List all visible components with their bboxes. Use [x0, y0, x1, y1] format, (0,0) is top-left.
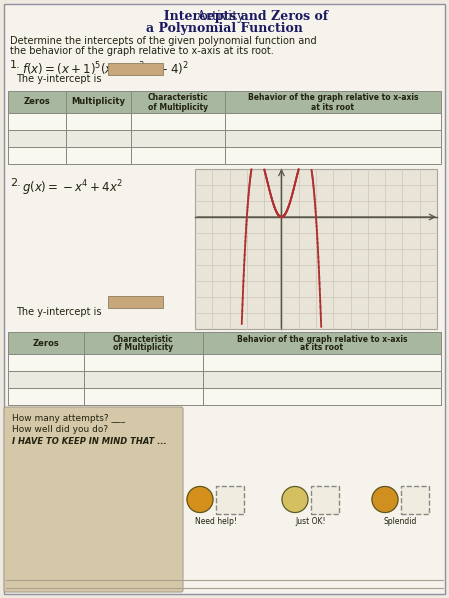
Bar [311, 486, 339, 514]
Bar [66, 130, 131, 147]
Bar [8, 91, 66, 113]
Text: How well did you do?: How well did you do? [12, 425, 108, 434]
Bar [225, 91, 441, 113]
Text: at its root: at its root [300, 343, 343, 352]
Circle shape [372, 487, 398, 512]
Bar [84, 371, 203, 388]
Text: Multiplicity: Multiplicity [71, 97, 126, 106]
FancyBboxPatch shape [4, 407, 183, 592]
Bar [84, 388, 203, 405]
Text: I HAVE TO KEEP IN MIND THAT ...: I HAVE TO KEEP IN MIND THAT ... [12, 437, 167, 446]
Bar [66, 113, 131, 130]
Circle shape [187, 487, 213, 512]
Text: Behavior of the graph relative to x-axis: Behavior of the graph relative to x-axis [248, 93, 418, 102]
Bar [8, 332, 84, 354]
Text: of Multiplicity: of Multiplicity [148, 102, 208, 111]
Bar [225, 130, 441, 147]
Text: a Polynomial Function: a Polynomial Function [146, 22, 303, 35]
Bar [8, 113, 66, 130]
Bar [84, 332, 203, 354]
Text: 2.: 2. [10, 178, 21, 188]
Bar [225, 147, 441, 164]
Text: Behavior of the graph relative to x-axis: Behavior of the graph relative to x-axis [237, 334, 407, 343]
Bar [131, 130, 225, 147]
Text: Need help!: Need help! [194, 517, 237, 526]
Bar [66, 91, 131, 113]
Bar [203, 354, 441, 371]
Text: 1.: 1. [10, 60, 21, 70]
Text: Zeros: Zeros [32, 338, 59, 347]
Bar [203, 332, 441, 354]
Text: The y-intercept is: The y-intercept is [16, 74, 101, 84]
Circle shape [282, 487, 308, 512]
Text: Activity:: Activity: [196, 10, 253, 23]
Text: Characteristic: Characteristic [147, 93, 208, 102]
Bar [203, 371, 441, 388]
Bar [195, 169, 437, 329]
Bar [131, 113, 225, 130]
Text: Determine the intercepts of the given polynomial function and: Determine the intercepts of the given po… [10, 36, 317, 46]
Bar [131, 91, 225, 113]
Text: the behavior of the graph relative to x-axis at its root.: the behavior of the graph relative to x-… [10, 46, 274, 56]
Text: $g(x) = -x^4 + 4x^2$: $g(x) = -x^4 + 4x^2$ [22, 178, 123, 197]
Text: How many attempts? ___: How many attempts? ___ [12, 414, 125, 423]
FancyBboxPatch shape [108, 63, 163, 75]
Bar [401, 486, 429, 514]
Bar [131, 147, 225, 164]
Bar [66, 147, 131, 164]
Bar [8, 130, 66, 147]
Text: of Multiplicity: of Multiplicity [113, 343, 173, 352]
Bar [8, 354, 84, 371]
Text: The y-intercept is: The y-intercept is [16, 307, 101, 317]
Bar [8, 147, 66, 164]
Text: Just OK!: Just OK! [295, 517, 326, 526]
Bar [84, 354, 203, 371]
Text: $f(x) = (x+1)^5(x-3)^3(x-4)^2$: $f(x) = (x+1)^5(x-3)^3(x-4)^2$ [22, 60, 189, 78]
Text: Zeros: Zeros [24, 97, 51, 106]
Bar [216, 486, 244, 514]
Text: Splendid: Splendid [384, 517, 417, 526]
Text: Intercepts and Zeros of: Intercepts and Zeros of [120, 10, 329, 23]
FancyBboxPatch shape [108, 296, 163, 308]
Bar [8, 371, 84, 388]
Bar [225, 113, 441, 130]
Text: Characteristic: Characteristic [113, 334, 174, 343]
Text: at its root: at its root [312, 102, 354, 111]
Bar [203, 388, 441, 405]
Bar [8, 388, 84, 405]
